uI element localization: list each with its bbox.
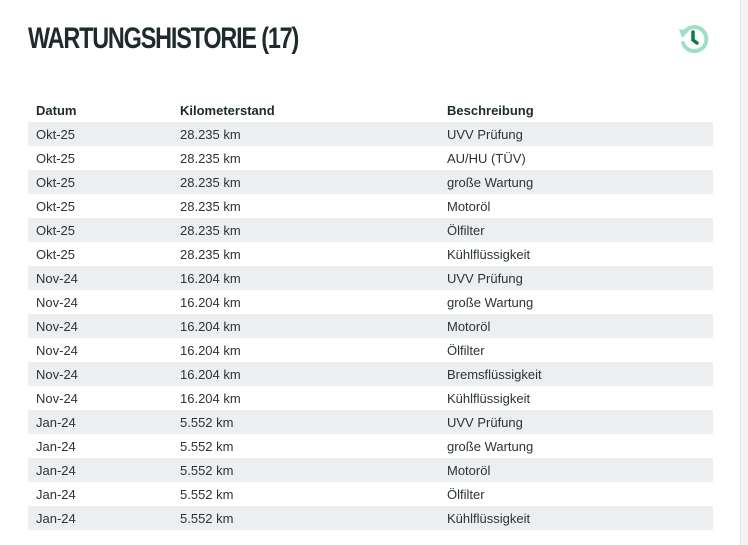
cell-description: große Wartung <box>447 174 534 190</box>
table-row: Okt-25 28.235 km Ölfilter <box>28 218 713 242</box>
table-row: Nov-24 16.204 km Bremsflüssigkeit <box>28 362 713 386</box>
table-row: Okt-25 28.235 km große Wartung <box>28 170 713 194</box>
table-row: Jan-24 5.552 km Ölfilter <box>28 482 713 506</box>
cell-date: Okt-25 <box>36 222 76 238</box>
table-header: Datum Kilometerstand Beschreibung <box>28 98 713 122</box>
table-row: Nov-24 16.204 km Motoröl <box>28 314 713 338</box>
cell-description: Bremsflüssigkeit <box>447 366 542 382</box>
cell-mileage: 5.552 km <box>180 486 234 502</box>
history-icon <box>679 25 709 54</box>
cell-date: Jan-24 <box>36 414 76 430</box>
cell-date: Nov-24 <box>36 318 78 334</box>
cell-mileage: 28.235 km <box>180 198 241 214</box>
table-row: Nov-24 16.204 km große Wartung <box>28 290 713 314</box>
table-row: Okt-25 28.235 km Motoröl <box>28 194 713 218</box>
cell-description: UVV Prüfung <box>447 126 523 142</box>
cell-description: Motoröl <box>447 318 491 334</box>
cell-mileage: 28.235 km <box>180 222 241 238</box>
table-row: Jan-24 5.552 km Kühlflüssigkeit <box>28 506 713 530</box>
cell-date: Jan-24 <box>36 510 76 526</box>
cell-date: Okt-25 <box>36 198 76 214</box>
cell-date: Nov-24 <box>36 366 78 382</box>
cell-description: UVV Prüfung <box>447 414 523 430</box>
cell-description: Kühlflüssigkeit <box>447 246 531 262</box>
cell-mileage: 16.204 km <box>180 318 241 334</box>
cell-mileage: 16.204 km <box>180 390 241 406</box>
cell-description: Ölfilter <box>447 342 485 358</box>
cell-mileage: 5.552 km <box>180 510 234 526</box>
cell-description: Kühlflüssigkeit <box>447 510 531 526</box>
cell-date: Nov-24 <box>36 270 78 286</box>
page-title: WARTUNGSHISTORIE (17) <box>28 22 299 55</box>
cell-date: Okt-25 <box>36 246 76 262</box>
cell-mileage: 28.235 km <box>180 246 241 262</box>
cell-mileage: 16.204 km <box>180 366 241 382</box>
cell-date: Jan-24 <box>36 438 76 454</box>
cell-date: Jan-24 <box>36 462 76 478</box>
cell-date: Okt-25 <box>36 174 76 190</box>
table-row: Nov-24 16.204 km UVV Prüfung <box>28 266 713 290</box>
cell-date: Nov-24 <box>36 294 78 310</box>
table-row: Nov-24 16.204 km Ölfilter <box>28 338 713 362</box>
table-row: Okt-25 28.235 km Kühlflüssigkeit <box>28 242 713 266</box>
cell-mileage: 16.204 km <box>180 342 241 358</box>
cell-mileage: 16.204 km <box>180 294 241 310</box>
panel-edge <box>740 0 748 545</box>
cell-description: UVV Prüfung <box>447 270 523 286</box>
cell-mileage: 5.552 km <box>180 462 234 478</box>
header-mileage: Kilometerstand <box>180 102 275 118</box>
header-description: Beschreibung <box>447 102 534 118</box>
cell-date: Okt-25 <box>36 150 76 166</box>
cell-description: große Wartung <box>447 294 534 310</box>
table-row: Nov-24 16.204 km Kühlflüssigkeit <box>28 386 713 410</box>
cell-date: Jan-24 <box>36 486 76 502</box>
cell-date: Okt-25 <box>36 126 76 142</box>
cell-description: Kühlflüssigkeit <box>447 390 531 406</box>
cell-description: Ölfilter <box>447 222 485 238</box>
table-row: Okt-25 28.235 km AU/HU (TÜV) <box>28 146 713 170</box>
cell-date: Nov-24 <box>36 390 78 406</box>
table-row: Okt-25 28.235 km UVV Prüfung <box>28 122 713 146</box>
history-button[interactable] <box>676 22 710 56</box>
cell-mileage: 28.235 km <box>180 126 241 142</box>
maintenance-table: Datum Kilometerstand Beschreibung Okt-25… <box>28 98 713 530</box>
cell-mileage: 28.235 km <box>180 150 241 166</box>
table-row: Jan-24 5.552 km große Wartung <box>28 434 713 458</box>
cell-description: Motoröl <box>447 198 491 214</box>
header-date: Datum <box>36 102 77 118</box>
cell-description: große Wartung <box>447 438 534 454</box>
cell-mileage: 5.552 km <box>180 414 234 430</box>
cell-description: AU/HU (TÜV) <box>447 150 526 166</box>
cell-mileage: 5.552 km <box>180 438 234 454</box>
table-row: Jan-24 5.552 km Motoröl <box>28 458 713 482</box>
cell-description: Motoröl <box>447 462 491 478</box>
cell-description: Ölfilter <box>447 486 485 502</box>
cell-mileage: 28.235 km <box>180 174 241 190</box>
table-row: Jan-24 5.552 km UVV Prüfung <box>28 410 713 434</box>
cell-mileage: 16.204 km <box>180 270 241 286</box>
cell-date: Nov-24 <box>36 342 78 358</box>
